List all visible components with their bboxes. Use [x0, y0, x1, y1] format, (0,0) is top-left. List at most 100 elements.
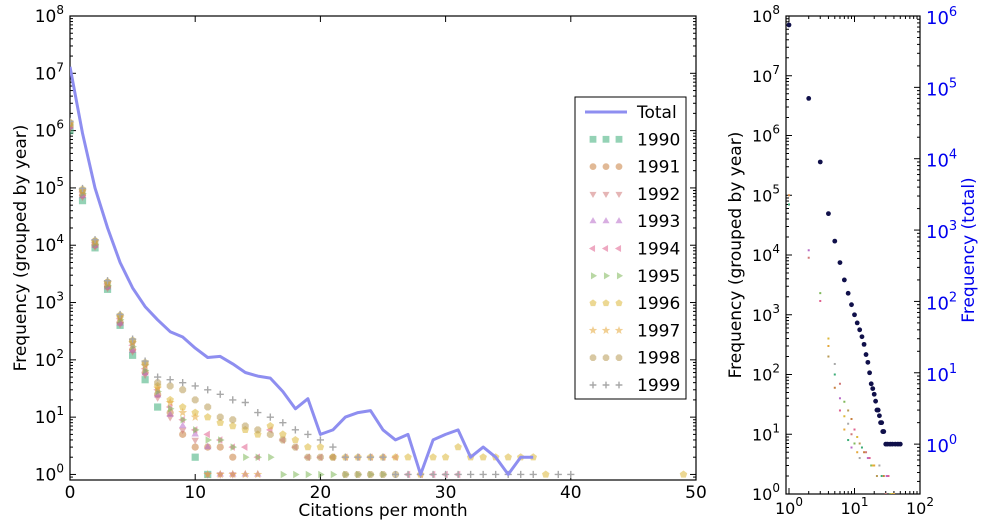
year-point: [827, 344, 830, 347]
legend-marker-1993: [589, 217, 597, 224]
right-x-tick-label: 101: [840, 495, 868, 518]
point-1999: [329, 443, 337, 451]
point-1998: [341, 470, 349, 478]
point-1999: [291, 426, 299, 434]
point-1995: [293, 470, 300, 479]
point-1996: [203, 413, 212, 421]
right-y-tick-label-base: 10: [752, 306, 772, 325]
point-1991: [191, 443, 199, 451]
right-y2-tick-label-base: 10: [926, 365, 949, 386]
point-1999: [567, 470, 575, 479]
year-point: [847, 422, 850, 425]
year-point: [884, 493, 887, 494]
point-1993: [191, 430, 199, 437]
point-1995: [180, 416, 187, 424]
year-point: [787, 203, 790, 206]
point-1999: [204, 386, 212, 394]
total-point: [849, 302, 854, 308]
right-y2-tick-label: 105: [926, 76, 957, 100]
point-1999: [141, 357, 149, 365]
total-point: [871, 391, 877, 397]
right-x-tick-label: 102: [906, 495, 934, 518]
point-1998: [291, 443, 299, 451]
point-1998: [191, 396, 199, 404]
right-y-tick-label-base: 10: [752, 7, 772, 26]
point-1993: [203, 442, 212, 450]
y-tick-label-exp: 4: [56, 232, 64, 246]
point-1996: [454, 443, 462, 451]
legend-marker-1993: [615, 217, 623, 224]
point-1992: [178, 427, 187, 435]
point-1993: [153, 391, 162, 398]
point-1998: [254, 426, 262, 434]
point-1996: [216, 418, 225, 426]
y-tick-label: 106: [35, 118, 64, 142]
year-point: [787, 194, 790, 197]
y-tick-label: 105: [35, 175, 64, 199]
point-1997: [215, 469, 225, 479]
right-y-tick-label-exp: 8: [772, 3, 780, 17]
x-tick-label: 10: [184, 483, 206, 503]
right-x-tick-label: 100: [775, 495, 803, 518]
point-1996: [228, 422, 237, 430]
right-x-tick-label-base: 10: [906, 499, 926, 518]
legend-marker-1994: [601, 244, 609, 253]
series-1998: [70, 119, 400, 478]
right-x-tick-label-exp: 2: [926, 495, 934, 509]
y-tick-label: 103: [35, 290, 64, 314]
point-1995: [255, 453, 263, 461]
right-y-tick-label-exp: 2: [772, 362, 780, 376]
point-1996: [504, 453, 512, 461]
year-point: [850, 417, 853, 420]
y-tick-label-exp: 3: [56, 290, 64, 304]
legend-marker-1997: [601, 325, 611, 334]
year-point: [807, 256, 810, 259]
point-1995: [318, 470, 325, 479]
total-line: [70, 66, 534, 476]
point-1999: [91, 236, 99, 244]
legend-marker-1996: [589, 299, 597, 307]
year-point: [850, 433, 853, 436]
year-point: [853, 442, 856, 445]
point-1999: [467, 470, 475, 479]
legend-marker-1993: [602, 217, 610, 224]
legend-marker-1998: [602, 354, 610, 361]
point-1996: [679, 470, 688, 478]
right-y-tick-label: 105: [752, 182, 780, 205]
right-y2-tick-label-exp: 6: [949, 5, 957, 20]
point-1997: [165, 397, 175, 407]
point-1993: [166, 410, 174, 417]
legend-label-1995: 1995: [637, 267, 680, 287]
y-tick-label-exp: 5: [56, 175, 64, 189]
y-tick-label-base: 10: [35, 7, 57, 27]
point-1998: [266, 430, 274, 438]
point-1996: [266, 422, 275, 430]
point-1999: [254, 409, 262, 417]
point-1998: [179, 386, 187, 394]
legend-marker-1999: [602, 381, 610, 389]
year-point: [847, 439, 850, 442]
legend-marker-1999: [615, 381, 623, 389]
point-1999: [216, 390, 224, 398]
point-1999: [391, 470, 400, 479]
legend-marker-1997: [614, 325, 624, 334]
right-y2-tick-label: 103: [926, 219, 957, 243]
right-y2-tick-label-exp: 4: [949, 148, 957, 163]
point-1999: [454, 470, 462, 479]
right-x-tick-label-exp: 0: [795, 495, 803, 509]
point-1990: [141, 376, 149, 384]
point-1998: [316, 453, 324, 461]
right-y2-tick-label-base: 10: [926, 8, 949, 29]
right-y-tick-label-exp: 6: [772, 123, 780, 137]
point-1995: [168, 405, 175, 413]
year-point: [838, 382, 841, 385]
legend-label-1999: 1999: [637, 376, 680, 396]
point-1997: [203, 469, 213, 479]
point-1996: [279, 430, 287, 438]
point-1995: [218, 436, 225, 444]
total-point: [897, 441, 903, 447]
point-1999: [404, 470, 412, 479]
right-x-tick-label-base: 10: [840, 499, 860, 518]
legend-label-1994: 1994: [637, 240, 680, 260]
